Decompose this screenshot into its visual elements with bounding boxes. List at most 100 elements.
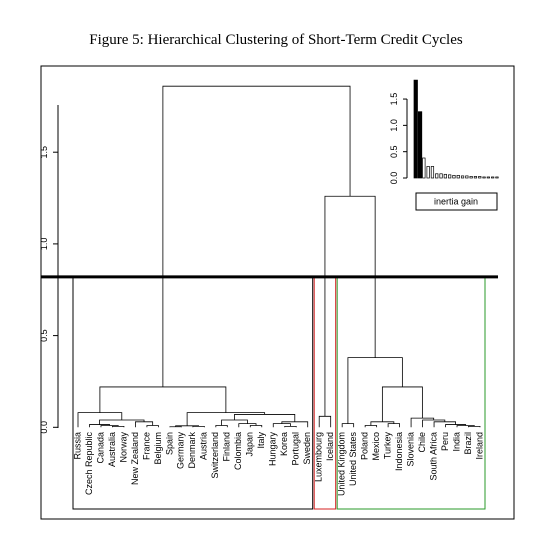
merge-link: [370, 421, 395, 426]
leaf-label: Chile: [417, 432, 427, 453]
inset-y-tick-label: 0.0: [389, 172, 399, 185]
leaf-label: Australia: [107, 432, 117, 467]
leaf-label: United States: [348, 432, 358, 487]
inset-y-tick-label: 1.5: [389, 93, 399, 106]
leaf-label: Mexico: [371, 432, 381, 461]
merge-link: [456, 425, 475, 428]
merge-link: [249, 425, 263, 428]
inset-bar: [469, 176, 473, 179]
y-tick-label: 1.0: [39, 238, 49, 251]
merge-link: [215, 425, 228, 428]
merge-link: [135, 421, 154, 428]
plot-frame: [40, 65, 515, 520]
inset-bar: [452, 175, 456, 179]
leaf-label: Norway: [118, 432, 128, 463]
leaf-label: United Kingdom: [337, 432, 347, 496]
y-tick-label: 1.5: [39, 146, 49, 159]
inset-y-tick-label: 0.5: [389, 145, 399, 158]
leaf-label: France: [141, 432, 151, 460]
leaf-label: Switzerland: [210, 432, 220, 479]
merge-link: [364, 425, 378, 428]
merge-link: [410, 417, 435, 428]
cluster-box: [72, 276, 314, 510]
cluster-box: [336, 276, 486, 510]
merge-link: [169, 426, 182, 428]
leaf-label: Hungary: [268, 432, 278, 467]
merge-link: [347, 357, 403, 424]
merge-link: [146, 425, 159, 428]
leaf-label: Japan: [245, 432, 255, 457]
leaf-label: Czech Republic: [84, 432, 94, 496]
inset-bar: [473, 176, 478, 179]
leaf-label: Sweden: [302, 432, 312, 465]
merge-link: [281, 421, 309, 428]
merge-link: [77, 412, 123, 428]
inset-legend-box: [415, 192, 498, 211]
inset-bar: [417, 111, 423, 179]
leaf-label: Denmark: [187, 432, 197, 469]
leaf-label: Finland: [222, 432, 232, 462]
leaf-label: Korea: [279, 432, 289, 456]
merge-link: [318, 415, 332, 428]
leaf-label: Poland: [360, 432, 370, 460]
leaf-label: Peru: [440, 432, 450, 451]
merge-link: [234, 414, 296, 422]
merge-link: [445, 424, 467, 428]
leaf-label: Luxembourg: [314, 432, 324, 482]
merge-link: [186, 412, 266, 426]
y-tick-label: 0.5: [39, 329, 49, 342]
merge-link: [112, 425, 125, 428]
leaf-label: Germany: [176, 432, 186, 470]
inset-legend: inertia gain: [434, 196, 478, 206]
inset-bar: [491, 176, 495, 179]
merge-link: [422, 419, 446, 428]
merge-link: [162, 85, 351, 387]
merge-link: [100, 425, 119, 428]
inset-bar: [439, 173, 443, 179]
leaf-label: New Zealand: [130, 432, 140, 485]
leaf-label: Spain: [164, 432, 174, 455]
inset-bar: [435, 173, 439, 179]
inset-bar: [456, 175, 460, 179]
y-tick-label: 0.0: [39, 421, 49, 434]
leaf-label: Austria: [199, 432, 209, 460]
inset-bar: [465, 175, 469, 179]
inset-bar: [413, 79, 418, 179]
leaf-label: Russia: [72, 432, 82, 460]
leaf-label: Portugal: [291, 432, 301, 466]
leaf-label: South Africa: [428, 432, 438, 481]
leaf-label: Belgium: [153, 432, 163, 465]
inset-bar: [478, 176, 482, 179]
merge-link: [89, 424, 110, 428]
leaf-label: Indonesia: [394, 432, 404, 471]
leaf-label: India: [451, 432, 461, 452]
leaf-label: Ireland: [474, 432, 484, 460]
merge-link: [284, 425, 297, 428]
merge-link: [433, 421, 456, 428]
inset-bar: [426, 166, 430, 179]
merge-link: [324, 195, 376, 417]
leaf-label: Brazil: [463, 432, 473, 455]
inset-bar: [422, 157, 426, 179]
merge-link: [387, 423, 400, 428]
inset-bar: [448, 174, 452, 179]
inset-y-tick-label: 1.0: [389, 119, 399, 132]
inset-bar: [443, 173, 447, 179]
leaf-label: Turkey: [382, 432, 392, 460]
chart-title: Figure 5: Hierarchical Clustering of Sho…: [89, 32, 463, 48]
merge-link: [221, 419, 248, 426]
leaf-label: Slovenia: [405, 432, 415, 467]
merge-link: [272, 423, 291, 428]
leaf-label: Iceland: [325, 432, 335, 461]
leaf-label: Italy: [256, 432, 266, 449]
inset-bar: [430, 166, 435, 179]
merge-link: [192, 425, 205, 428]
leaf-label: Colombia: [233, 432, 243, 470]
leaf-label: Canada: [95, 432, 105, 464]
merge-link: [99, 386, 227, 413]
merge-link: [468, 425, 481, 428]
merge-link: [381, 386, 423, 422]
inset-bar: [486, 176, 490, 179]
